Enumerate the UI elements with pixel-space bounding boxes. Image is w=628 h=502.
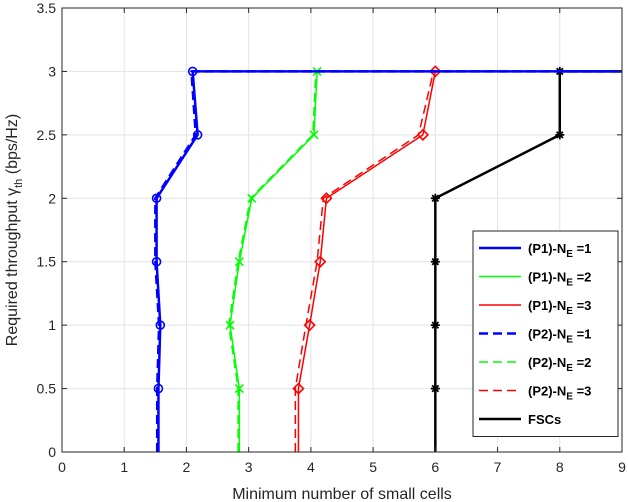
series-line [297, 70, 622, 452]
legend-label-sub: E [566, 392, 573, 403]
legend-label-main: (P2)-N [528, 327, 566, 342]
y-tick-label: 0.5 [37, 381, 57, 397]
legend-label: (P1)-NE =1 [528, 241, 591, 260]
series-marker [292, 382, 305, 395]
series-line [229, 70, 622, 452]
series-marker [225, 320, 235, 330]
y-axis-label: Required throughput γth (bps/Hz) [4, 114, 25, 346]
x-axis-label: Minimum number of small cells [232, 486, 452, 502]
y-tick-label: 3.5 [37, 0, 57, 16]
series-6 [294, 70, 622, 452]
series-2 [225, 66, 622, 452]
legend-entry: (P1)-NE =1 [479, 241, 591, 260]
legend-label-tail: =2 [573, 355, 591, 370]
legend-label-tail: =1 [573, 327, 591, 342]
legend-label-sub: E [566, 278, 573, 289]
series-marker [430, 384, 440, 394]
legend-entry: (P1)-NE =2 [479, 270, 591, 289]
legend-label-tail: =2 [573, 270, 591, 285]
legend-label: (P2)-NE =3 [528, 384, 591, 403]
legend-entry: FSCs [479, 412, 561, 427]
legend-label-sub: E [566, 335, 573, 346]
plot-frame [61, 7, 623, 453]
legend-label-tail: =3 [573, 384, 591, 399]
legend: (P1)-NE =1(P1)-NE =2(P1)-NE =3(P2)-NE =1… [472, 230, 619, 437]
legend-label: (P1)-NE =2 [528, 270, 591, 289]
y-tick-label: 2 [48, 190, 56, 206]
series-line [154, 70, 622, 452]
x-tick-label: 1 [120, 459, 128, 475]
x-tick-label: 3 [245, 459, 253, 475]
legend-label: (P1)-NE =3 [528, 298, 591, 317]
legend-entry: (P1)-NE =3 [479, 298, 591, 317]
x-tick-label: 0 [58, 459, 66, 475]
series-layer [151, 65, 622, 452]
x-tick-label: 4 [307, 459, 315, 475]
y-tick-label: 0 [48, 444, 56, 460]
legend-label-main: FSCs [528, 412, 561, 427]
y-tick-label: 2.5 [37, 127, 57, 143]
series-marker [314, 255, 327, 268]
legend-label: FSCs [528, 412, 561, 427]
legend-label-sub: E [566, 363, 573, 374]
series-marker [192, 130, 203, 140]
legend-entry: (P2)-NE =2 [479, 355, 591, 374]
y-axis-label-main: Required throughput γ [4, 188, 21, 346]
legend-label: (P2)-NE =1 [528, 327, 591, 346]
axis-ticks: 0 1 2 3 4 5 6 7 8 9 0 0.5 1 1.5 2 2.5 3 3.5 [37, 0, 627, 475]
x-tick-label: 7 [494, 459, 502, 475]
series-4 [154, 70, 622, 452]
legend-label-tail: =3 [573, 298, 591, 313]
series-marker [430, 320, 440, 330]
series-5 [228, 70, 622, 452]
y-axis-label-unit: (bps/Hz) [4, 114, 21, 179]
legend-label-main: (P2)-N [528, 355, 566, 370]
series-marker [320, 192, 333, 205]
legend-label-main: (P1)-N [528, 298, 566, 313]
series-marker [309, 130, 319, 140]
legend-entry: (P2)-NE =1 [479, 327, 591, 346]
legend-label-main: (P1)-N [528, 270, 566, 285]
x-tick-label: 2 [183, 459, 191, 475]
legend-label-main: (P2)-N [528, 384, 566, 399]
series-marker [430, 193, 440, 203]
series-marker [155, 320, 166, 330]
x-tick-label: 8 [556, 459, 564, 475]
x-tick-label: 6 [431, 459, 439, 475]
series-marker [429, 65, 442, 78]
y-axis-label-sub: th [13, 179, 25, 188]
series-line [228, 70, 622, 452]
y-tick-label: 1 [48, 317, 56, 333]
series-marker [555, 130, 565, 140]
x-tick-label: 9 [618, 459, 626, 475]
legend-entry: (P2)-NE =3 [479, 384, 591, 403]
series-marker [430, 257, 440, 267]
series-line [434, 70, 622, 452]
y-tick-label: 3 [48, 63, 56, 79]
legend-label-sub: E [566, 306, 573, 317]
legend-label-main: (P1)-N [528, 241, 566, 256]
y-tick-label: 1.5 [37, 254, 57, 270]
legend-label: (P2)-NE =2 [528, 355, 591, 374]
series-marker [234, 384, 244, 394]
series-line [294, 70, 622, 452]
series-marker [247, 193, 257, 203]
x-tick-label: 5 [369, 459, 377, 475]
legend-label-sub: E [566, 249, 573, 260]
series-marker [234, 257, 244, 267]
legend-label-tail: =1 [573, 241, 591, 256]
